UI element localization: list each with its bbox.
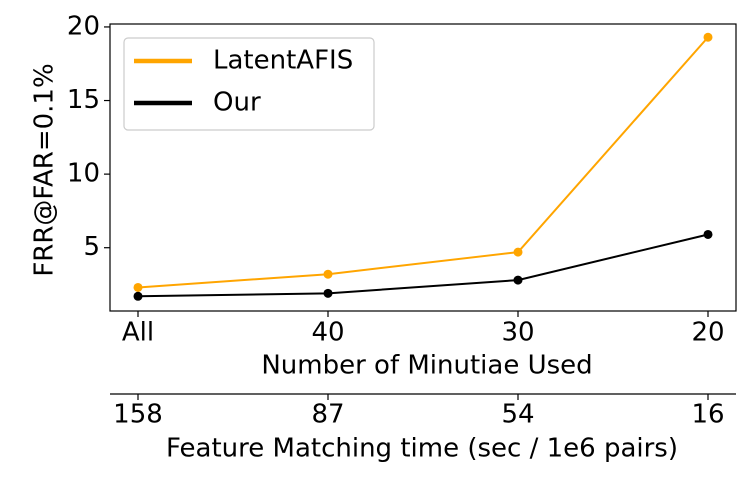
secondary-axis-label: Feature Matching time (sec / 1e6 pairs) (166, 434, 678, 464)
y-tick-label: 15 (67, 85, 100, 115)
data-point (133, 291, 143, 301)
x-axis-label: Number of Minutiae Used (261, 351, 592, 381)
series-line (137, 233, 709, 298)
x-tick-label: All (122, 318, 154, 348)
series-line (137, 36, 709, 289)
data-point (323, 288, 333, 298)
secondary-x-tick-label: 16 (691, 400, 724, 430)
secondary-x-tick-label: 54 (501, 400, 534, 430)
y-tick-label: 5 (83, 232, 100, 262)
data-point (323, 269, 333, 279)
data-point (703, 229, 713, 239)
y-axis-label: FRR@FAR=0.1% (30, 63, 60, 276)
plot-frame (109, 23, 737, 312)
data-point (703, 32, 713, 42)
secondary-x-tick-label: 87 (311, 400, 344, 430)
data-point (133, 282, 143, 292)
x-tick-label: 40 (311, 318, 344, 348)
legend-label: LatentAFIS (213, 46, 353, 76)
y-tick-label: 10 (67, 159, 100, 189)
secondary-x-tick-label: 158 (113, 400, 163, 430)
y-tick-label: 20 (67, 11, 100, 41)
legend-label: Our (213, 88, 261, 118)
x-tick-label: 30 (501, 318, 534, 348)
data-point (513, 275, 523, 285)
data-point (513, 247, 523, 257)
x-tick-label: 20 (691, 318, 724, 348)
